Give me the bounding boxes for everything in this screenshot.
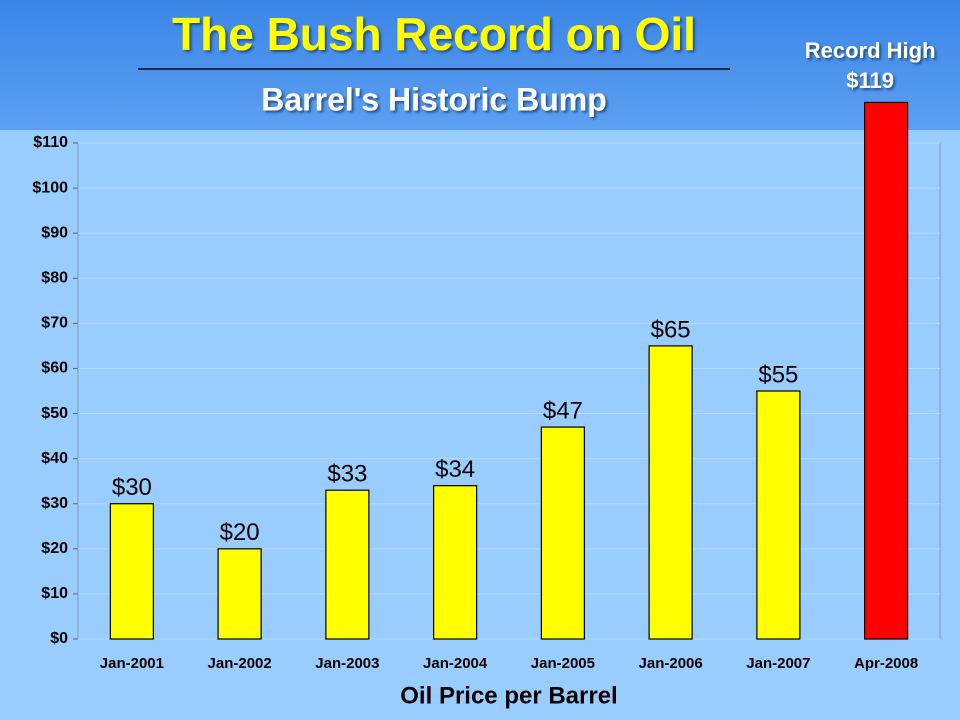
value-label: $20 <box>220 519 260 546</box>
value-label: $47 <box>543 397 583 424</box>
bar <box>864 101 909 640</box>
bar <box>540 426 585 640</box>
y-tick-label: $70 <box>41 315 68 332</box>
y-tick-label: $40 <box>41 450 68 467</box>
x-tick-label: Apr-2008 <box>854 655 918 672</box>
y-tick-label: $110 <box>33 134 68 151</box>
bar <box>433 485 478 640</box>
y-tick-label: $50 <box>41 405 68 422</box>
bar <box>756 390 801 640</box>
value-label: $30 <box>112 474 152 501</box>
header-band <box>0 0 960 130</box>
bar <box>217 548 262 640</box>
x-tick-label: Jan-2007 <box>746 655 810 672</box>
y-tick-label: $30 <box>41 495 68 512</box>
value-label: $34 <box>435 456 475 483</box>
x-tick-label: Jan-2003 <box>315 655 379 672</box>
value-label: $65 <box>651 316 691 343</box>
y-tick-label: $80 <box>41 269 68 286</box>
y-tick-label: $0 <box>50 630 68 647</box>
chart-title: The Bush Record on Oil <box>172 8 696 60</box>
bar <box>648 345 693 640</box>
bar <box>325 489 370 640</box>
x-tick-label: Jan-2006 <box>639 655 703 672</box>
value-label: $55 <box>758 361 798 388</box>
y-tick-label: $90 <box>41 224 68 241</box>
x-tick-label: Jan-2001 <box>100 655 164 672</box>
chart-subtitle: Barrel's Historic Bump <box>261 81 606 117</box>
x-axis-label: Oil Price per Barrel <box>400 682 617 709</box>
y-tick-label: $100 <box>32 179 68 196</box>
bar <box>109 503 154 640</box>
y-tick-label: $60 <box>41 360 68 377</box>
y-tick-label: $20 <box>41 540 68 557</box>
plot-area <box>77 142 941 640</box>
x-tick-label: Jan-2002 <box>208 655 272 672</box>
x-tick-label: Jan-2005 <box>531 655 595 672</box>
annotation: Record High <box>805 38 936 63</box>
y-tick-label: $10 <box>41 585 68 602</box>
value-label: $119 <box>846 68 894 93</box>
x-tick-label: Jan-2004 <box>423 655 488 672</box>
value-label: $33 <box>327 461 367 488</box>
